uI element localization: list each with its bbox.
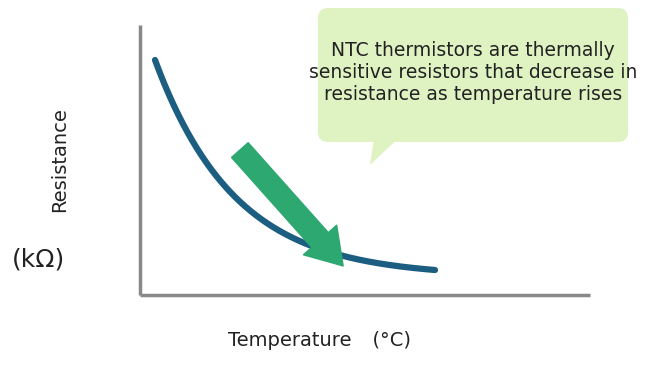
Text: (kΩ): (kΩ) [12, 248, 65, 272]
Polygon shape [370, 132, 405, 165]
FancyBboxPatch shape [318, 8, 628, 142]
Text: (°C): (°C) [360, 331, 411, 349]
FancyBboxPatch shape [328, 18, 618, 132]
Text: Resistance: Resistance [50, 107, 69, 212]
Text: resistance as temperature rises: resistance as temperature rises [324, 86, 622, 104]
Text: sensitive resistors that decrease in: sensitive resistors that decrease in [309, 63, 637, 83]
Text: NTC thermistors are thermally: NTC thermistors are thermally [331, 41, 615, 60]
FancyArrowPatch shape [232, 143, 343, 266]
Text: Temperature: Temperature [228, 331, 352, 349]
